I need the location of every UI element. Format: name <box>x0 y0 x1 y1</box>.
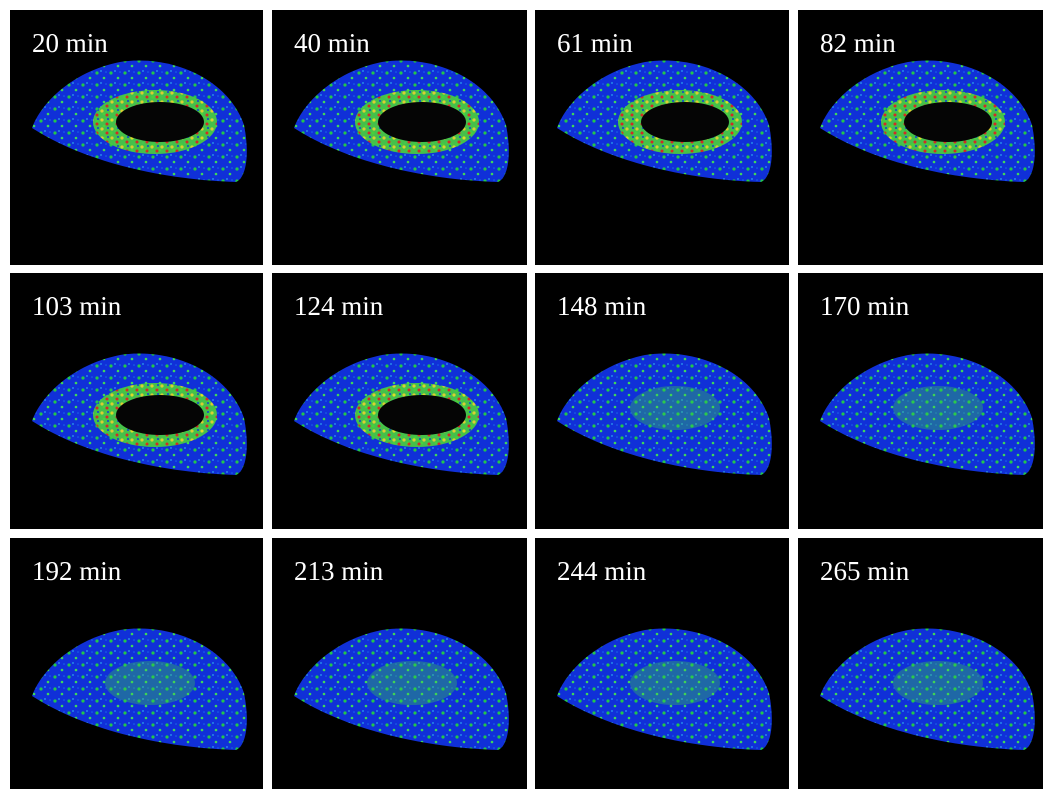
cell <box>32 60 247 182</box>
image-panel: 40 min <box>272 10 527 265</box>
green-zone <box>630 386 720 430</box>
figure: 20 min 40 min 61 min 82 min 103 min 124 min 14… <box>0 0 1043 789</box>
cell <box>32 353 247 475</box>
green-zone <box>893 661 983 705</box>
time-label: 148 min <box>557 291 646 322</box>
nucleus <box>904 102 992 142</box>
cell <box>820 60 1035 182</box>
nucleus <box>116 102 204 142</box>
green-zone <box>893 386 983 430</box>
cell <box>294 353 509 475</box>
image-panel: 213 min <box>272 538 527 789</box>
image-panel: 244 min <box>535 538 789 789</box>
image-panel: 192 min <box>10 538 263 789</box>
green-zone <box>105 661 195 705</box>
image-panel: 124 min <box>272 273 527 529</box>
time-label: 82 min <box>820 28 896 59</box>
cell <box>32 628 247 750</box>
cell <box>557 353 772 475</box>
image-panel: 82 min <box>798 10 1043 265</box>
cell <box>820 628 1035 750</box>
cell <box>294 628 509 750</box>
time-label: 213 min <box>294 556 383 587</box>
image-panel: 170 min <box>798 273 1043 529</box>
time-label: 20 min <box>32 28 108 59</box>
cell <box>557 628 772 750</box>
nucleus <box>641 102 729 142</box>
image-panel: 20 min <box>10 10 263 265</box>
cell <box>294 60 509 182</box>
green-zone <box>630 661 720 705</box>
cell <box>820 353 1035 475</box>
time-label: 61 min <box>557 28 633 59</box>
time-label: 40 min <box>294 28 370 59</box>
time-label: 244 min <box>557 556 646 587</box>
cell <box>557 60 772 182</box>
image-panel: 103 min <box>10 273 263 529</box>
nucleus <box>378 395 466 435</box>
image-panel: 265 min <box>798 538 1043 789</box>
time-label: 170 min <box>820 291 909 322</box>
time-label: 192 min <box>32 556 121 587</box>
time-label: 265 min <box>820 556 909 587</box>
time-label: 124 min <box>294 291 383 322</box>
nucleus <box>378 102 466 142</box>
green-zone <box>367 661 457 705</box>
time-label: 103 min <box>32 291 121 322</box>
image-panel: 61 min <box>535 10 789 265</box>
nucleus <box>116 395 204 435</box>
image-panel: 148 min <box>535 273 789 529</box>
